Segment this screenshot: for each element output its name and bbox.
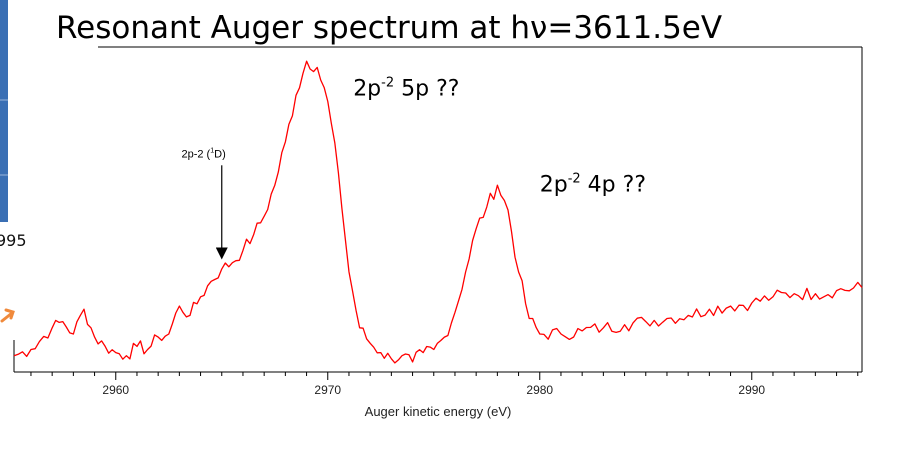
annotation-a1: 2p-2 5p ?? (353, 75, 459, 101)
x-tick-label: 2970 (314, 383, 341, 397)
x-tick-label: 2990 (738, 383, 765, 397)
x-axis-tick-labels: 2960 2970 2980 2990 (102, 383, 765, 397)
spectrum-line (13, 60, 863, 364)
annotation-a2: 2p-2 4p ?? (540, 171, 646, 197)
chart-title: Resonant Auger spectrum at hν=3611.5eV (56, 10, 723, 46)
x-axis-minor-ticks (30, 372, 859, 376)
edge-number: 995 (0, 231, 27, 250)
x-tick-label: 2980 (526, 383, 553, 397)
left-edge-panel (0, 0, 8, 222)
x-tick-label: 2960 (102, 383, 129, 397)
peak-annotations: 2p-2 5p ?? 2p-2 4p ?? 2p-2 (1D) (181, 75, 646, 260)
orange-arrow-icon (0, 308, 15, 323)
data-points (14, 61, 862, 362)
x-axis-major-ticks (115, 372, 753, 380)
x-axis-label: Auger kinetic energy (eV) (365, 404, 512, 419)
annotation-a3: 2p-2 (1D) (181, 147, 225, 160)
plot-frame (13, 46, 863, 373)
